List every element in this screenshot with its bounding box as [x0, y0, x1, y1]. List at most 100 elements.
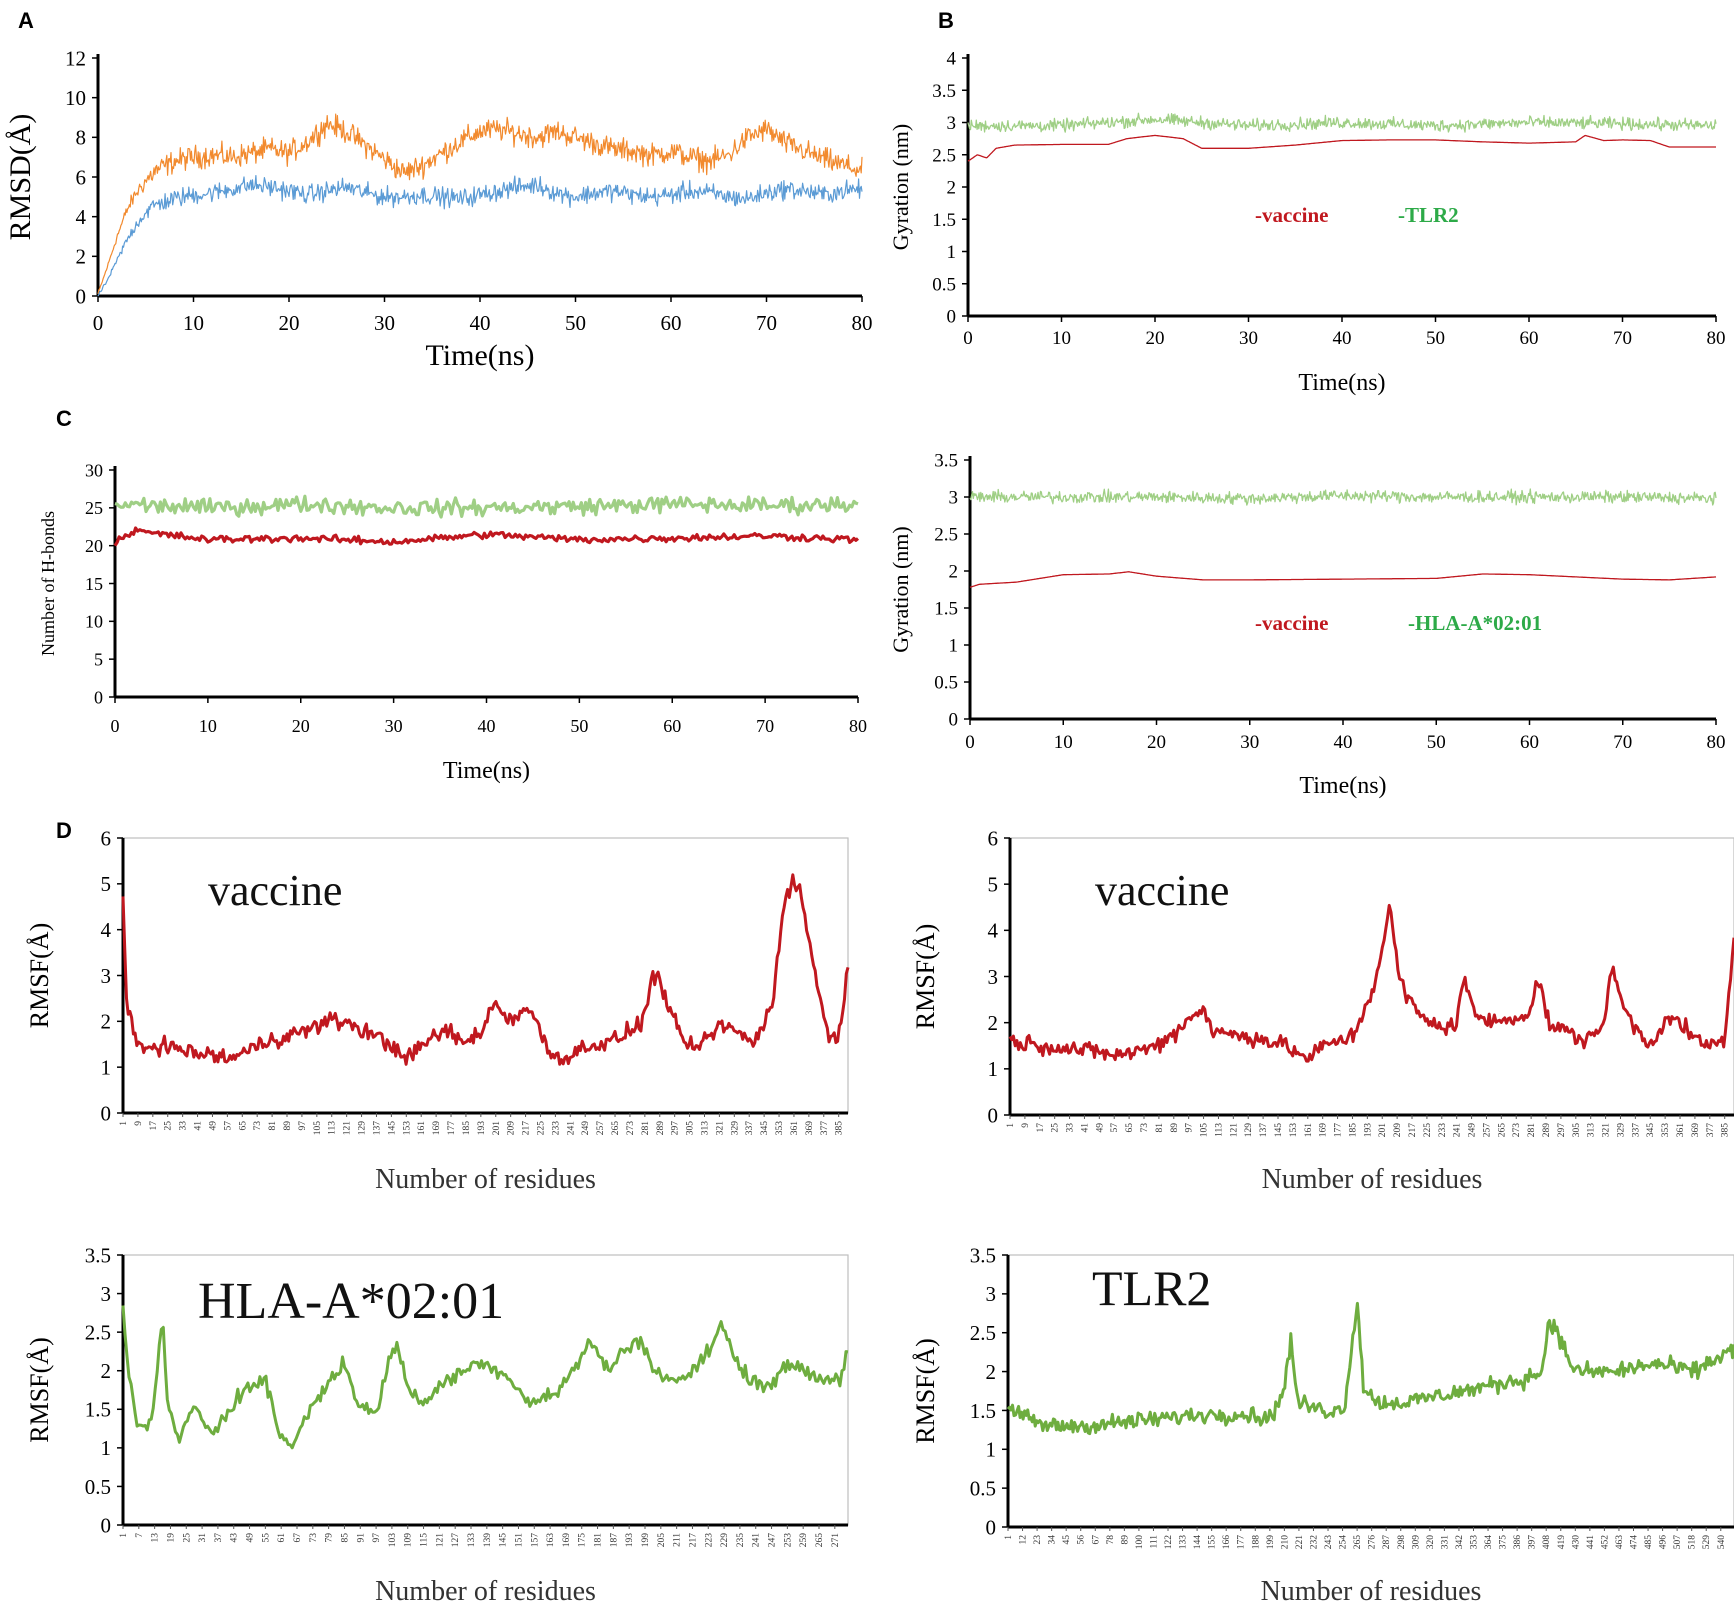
x-tick-label: 441: [1586, 1535, 1596, 1550]
x-axis-label: Number of residues: [1261, 1576, 1482, 1603]
y-tick-label: 15: [85, 574, 103, 594]
x-tick-label: 25: [1051, 1123, 1061, 1133]
chart-title: vaccine: [1095, 866, 1229, 915]
x-tick-label: 177: [447, 1121, 457, 1136]
x-tick-label: 217: [688, 1533, 698, 1548]
x-tick-label: 56: [1077, 1535, 1087, 1545]
x-tick-label: 133: [467, 1533, 477, 1548]
x-tick-label: 57: [223, 1121, 233, 1131]
x-tick-label: 385: [1721, 1123, 1731, 1138]
x-tick-label: 265: [611, 1121, 621, 1136]
x-tick-label: 144: [1193, 1535, 1203, 1550]
x-tick-label: 193: [625, 1533, 635, 1548]
x-tick-label: 377: [820, 1121, 830, 1136]
x-tick-label: 385: [835, 1121, 845, 1136]
x-tick-label: 166: [1222, 1535, 1232, 1550]
x-tick-label: 122: [1164, 1535, 1174, 1550]
x-tick-label: 185: [1348, 1123, 1358, 1138]
x-tick-label: 199: [1266, 1535, 1276, 1550]
x-tick-label: 298: [1397, 1535, 1407, 1550]
x-tick-label: 201: [492, 1121, 502, 1136]
y-tick-label: 0: [101, 1101, 112, 1125]
panel-label: D: [56, 818, 72, 843]
y-tick-label: 1: [947, 242, 957, 263]
x-tick-label: 65: [238, 1121, 248, 1131]
x-tick-label: 254: [1339, 1535, 1349, 1550]
x-tick-label: 45: [1062, 1535, 1072, 1545]
x-tick-label: 100: [1135, 1535, 1145, 1550]
x-tick-label: 20: [1147, 732, 1166, 753]
x-tick-label: 67: [293, 1533, 303, 1543]
y-tick-label: 5: [94, 649, 103, 669]
x-tick-label: 49: [208, 1121, 218, 1131]
x-tick-label: 25: [182, 1533, 192, 1543]
x-tick-label: 73: [253, 1121, 263, 1131]
x-tick-label: 235: [736, 1533, 746, 1548]
y-tick-label: 3.5: [85, 1243, 111, 1267]
x-tick-label: 121: [1229, 1123, 1239, 1138]
x-tick-label: 271: [831, 1533, 841, 1548]
x-tick-label: 163: [546, 1533, 556, 1548]
x-tick-label: 41: [1080, 1123, 1090, 1133]
y-tick-label: 2: [76, 245, 87, 269]
x-tick-label: 80: [1707, 328, 1726, 349]
x-tick-label: 9: [1021, 1123, 1031, 1128]
y-axis-label: RMSF(Å): [25, 1337, 54, 1442]
x-tick-label: 9: [134, 1121, 144, 1126]
x-tick-label: 305: [1572, 1123, 1582, 1138]
x-tick-label: 109: [404, 1533, 414, 1548]
y-tick-label: 1: [101, 1056, 112, 1080]
x-tick-label: 40: [1334, 732, 1353, 753]
x-tick-label: 289: [656, 1121, 666, 1136]
x-tick-label: 30: [385, 716, 403, 736]
x-tick-label: 60: [661, 311, 682, 335]
x-tick-label: 78: [1106, 1535, 1116, 1545]
x-tick-label: 89: [1170, 1123, 1180, 1133]
x-tick-label: 133: [1179, 1535, 1189, 1550]
x-tick-label: 209: [507, 1121, 517, 1136]
y-tick-label: 1: [101, 1436, 112, 1460]
series-line-TLR2: [967, 112, 1717, 133]
y-tick-label: 1: [988, 1057, 999, 1081]
x-tick-label: 7: [135, 1533, 145, 1538]
y-tick-label: 2: [986, 1360, 997, 1384]
x-tick-label: 177: [1237, 1535, 1247, 1550]
series-line-vaccine: [121, 873, 850, 1066]
x-tick-label: 223: [704, 1533, 714, 1548]
x-axis-label: Number of residues: [375, 1164, 596, 1195]
x-axis-label: Time(ns): [1299, 773, 1386, 799]
x-tick-label: 249: [1468, 1123, 1478, 1138]
x-tick-label: 73: [1140, 1123, 1150, 1133]
y-tick-label: 12: [65, 46, 86, 70]
x-tick-label: 345: [760, 1121, 770, 1136]
x-tick-label: 221: [1295, 1535, 1305, 1550]
x-tick-label: 169: [1319, 1123, 1329, 1138]
legend-item: -TLR2: [1398, 203, 1459, 227]
series-line-HLA-A*02:01: [969, 488, 1717, 506]
x-tick-label: 31: [198, 1533, 208, 1543]
y-tick-label: 0: [986, 1515, 997, 1539]
x-tick-label: 97: [372, 1533, 382, 1543]
x-tick-label: 199: [641, 1533, 651, 1548]
x-tick-label: 369: [1691, 1123, 1701, 1138]
x-tick-label: 321: [715, 1121, 725, 1136]
x-tick-label: 313: [1587, 1123, 1597, 1138]
x-tick-label: 20: [279, 311, 300, 335]
y-tick-label: 6: [988, 826, 999, 850]
x-tick-label: 276: [1368, 1535, 1378, 1550]
y-tick-label: 5: [988, 873, 999, 897]
x-tick-label: 145: [1274, 1123, 1284, 1138]
x-tick-label: 40: [470, 311, 491, 335]
x-tick-label: 0: [93, 311, 104, 335]
x-axis-label: Time(ns): [1298, 370, 1385, 396]
x-tick-label: 137: [1259, 1123, 1269, 1138]
x-tick-label: 232: [1309, 1535, 1319, 1550]
x-tick-label: 50: [1427, 732, 1446, 753]
x-tick-label: 121: [343, 1121, 353, 1136]
x-tick-label: 169: [562, 1533, 572, 1548]
x-tick-label: 181: [594, 1533, 604, 1548]
x-tick-label: 50: [1426, 328, 1445, 349]
x-tick-label: 297: [1557, 1123, 1567, 1138]
